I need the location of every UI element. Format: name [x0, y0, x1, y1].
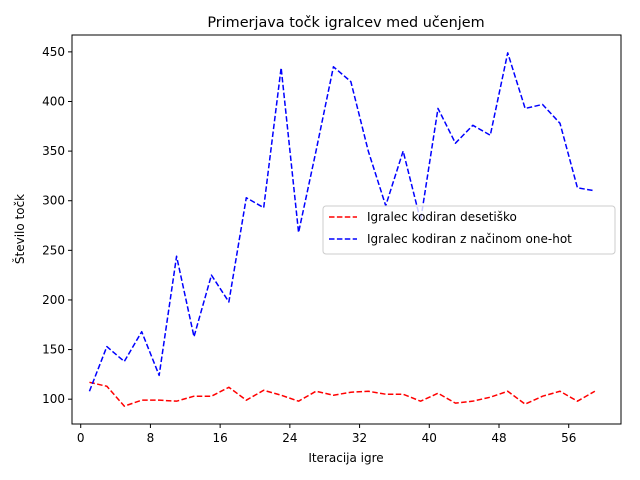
x-tick-label: 40: [422, 431, 437, 445]
y-tick-label: 100: [42, 392, 65, 406]
y-tick-label: 450: [42, 45, 65, 59]
x-tick-label: 0: [77, 431, 85, 445]
y-tick-label: 150: [42, 343, 65, 357]
y-tick-label: 300: [42, 194, 65, 208]
x-tick-label: 56: [561, 431, 576, 445]
legend-label-onehot: Igralec kodiran z načinom one-hot: [367, 232, 572, 246]
x-tick-label: 8: [147, 431, 155, 445]
series-line-onehot: [88, 52, 595, 392]
y-tick-label: 200: [42, 293, 65, 307]
legend-box: [322, 205, 616, 255]
x-axis: 0 8 16 24 32 40 48 56: [77, 424, 576, 445]
y-tick-label: 400: [42, 94, 65, 108]
x-tick-label: 16: [213, 431, 228, 445]
x-tick-label: 24: [282, 431, 297, 445]
x-tick-label: 32: [352, 431, 367, 445]
x-tick-label: 48: [491, 431, 506, 445]
x-axis-label: Iteracija igre: [308, 451, 383, 465]
plot-area: [71, 34, 622, 425]
y-tick-label: 350: [42, 144, 65, 158]
series-lines: [88, 52, 596, 407]
y-axis-label: Število točk: [12, 194, 27, 264]
chart-title: Primerjava točk igralcev med učenjem: [207, 15, 484, 31]
legend-label-decimal: Igralec kodiran desetiško: [367, 210, 517, 224]
series-line-decimal: [89, 381, 596, 407]
legend: Igralec kodiran desetiško Igralec kodira…: [322, 205, 616, 255]
y-tick-label: 250: [42, 243, 65, 257]
y-axis: 100 150 200 250 300 350 400 450: [42, 45, 72, 406]
axes-frame: [71, 34, 622, 425]
